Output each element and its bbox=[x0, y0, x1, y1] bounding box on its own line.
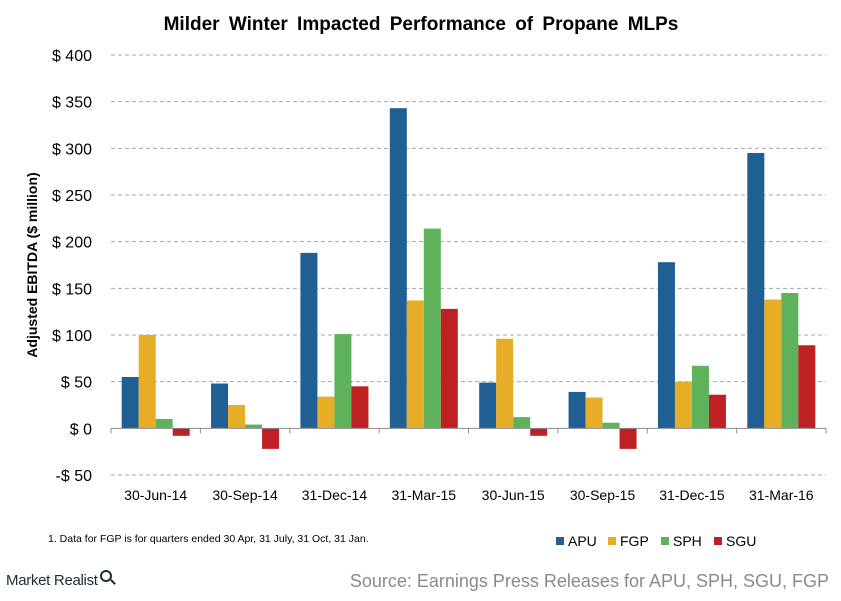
bar-sph-30-sep-15 bbox=[602, 422, 620, 429]
x-tick-label: 31-Dec-14 bbox=[302, 487, 368, 503]
y-tick-label: -$ 50 bbox=[56, 468, 93, 485]
y-axis-ticks: $ 400 $ 350 $ 300 $ 250 $ 200 $ 150 $ 100 $ 50 $… bbox=[52, 48, 92, 485]
x-tick-label: 31-Dec-15 bbox=[659, 487, 725, 503]
bar-fgp-31-dec-14 bbox=[317, 396, 335, 429]
chart-title: Milder Winter Impacted Performance of Pr… bbox=[164, 14, 679, 35]
bar-fgp-31-dec-15 bbox=[674, 381, 692, 429]
bar-sgu-30-jun-14 bbox=[172, 428, 190, 436]
x-tick-label: 30-Jun-14 bbox=[124, 487, 187, 503]
legend-label-fgp: FGP bbox=[620, 533, 649, 549]
bar-sph-31-dec-14 bbox=[334, 334, 352, 429]
bar-sph-31-mar-16 bbox=[781, 293, 799, 429]
bar-sgu-31-dec-15 bbox=[708, 394, 726, 429]
bar-fgp-30-sep-15 bbox=[585, 397, 603, 429]
bar-apu-30-jun-15 bbox=[479, 382, 497, 429]
bar-apu-31-mar-16 bbox=[747, 153, 765, 429]
y-tick-label: $ 400 bbox=[52, 48, 92, 65]
bar-apu-31-mar-15 bbox=[389, 108, 407, 429]
bar-sph-30-jun-15 bbox=[513, 417, 531, 429]
y-tick-label: $ 350 bbox=[52, 95, 92, 112]
legend-swatch-sph bbox=[661, 537, 669, 545]
bar-sgu-31-mar-15 bbox=[440, 308, 458, 429]
bar-fgp-31-mar-16 bbox=[764, 299, 782, 429]
legend-label-sph: SPH bbox=[673, 533, 702, 549]
legend-swatch-sgu bbox=[714, 537, 722, 545]
gridlines bbox=[111, 54, 826, 476]
y-tick-label: $ 250 bbox=[52, 188, 92, 205]
x-tick-label: 31-Mar-15 bbox=[392, 487, 457, 503]
bar-fgp-30-sep-14 bbox=[228, 405, 246, 429]
bar-sph-31-mar-15 bbox=[423, 228, 441, 429]
bar-sgu-30-sep-14 bbox=[262, 428, 280, 449]
x-axis bbox=[110, 427, 827, 434]
bar-sgu-30-sep-15 bbox=[619, 428, 637, 449]
bar-sgu-31-mar-16 bbox=[798, 345, 816, 429]
y-tick-label: $ 300 bbox=[52, 141, 92, 158]
y-tick-label: $ 0 bbox=[70, 421, 92, 438]
y-tick-label: $ 50 bbox=[61, 375, 92, 392]
bar-fgp-30-jun-15 bbox=[496, 338, 514, 429]
brand-logo: Market Realist bbox=[6, 570, 112, 589]
x-tick-label: 30-Sep-14 bbox=[212, 487, 278, 503]
footnote: 1. Data for FGP is for quarters ended 30… bbox=[48, 533, 369, 545]
legend-label-sgu: SGU bbox=[726, 533, 756, 549]
bar-sph-30-sep-14 bbox=[245, 424, 263, 429]
bar-sph-30-jun-14 bbox=[155, 419, 173, 429]
legend-swatch-apu bbox=[556, 537, 564, 545]
bars bbox=[121, 108, 816, 449]
bar-sgu-31-dec-14 bbox=[351, 386, 369, 429]
bar-fgp-31-mar-15 bbox=[406, 300, 424, 429]
bar-apu-30-sep-14 bbox=[211, 383, 229, 429]
bar-fgp-30-jun-14 bbox=[138, 335, 156, 429]
legend: APU FGP SPH SGU bbox=[556, 533, 756, 549]
legend-label-apu: APU bbox=[568, 533, 597, 549]
bar-apu-31-dec-14 bbox=[300, 252, 318, 429]
x-axis-ticks: 30-Jun-14 30-Sep-14 31-Dec-14 31-Mar-15 30-J… bbox=[124, 487, 814, 503]
bar-apu-30-sep-15 bbox=[568, 391, 586, 429]
brand-name: Market Realist bbox=[6, 572, 98, 589]
bar-sph-31-dec-15 bbox=[691, 365, 709, 429]
x-tick-label: 30-Jun-15 bbox=[482, 487, 545, 503]
bar-sgu-30-jun-15 bbox=[530, 428, 548, 436]
y-tick-label: $ 100 bbox=[52, 328, 92, 345]
y-tick-label: $ 200 bbox=[52, 235, 92, 252]
y-axis-label: Adjusted EBITDA ($ million) bbox=[24, 172, 40, 357]
legend-swatch-fgp bbox=[608, 537, 616, 545]
x-tick-label: 30-Sep-15 bbox=[570, 487, 636, 503]
source-note: Source: Earnings Press Releases for APU,… bbox=[349, 571, 829, 591]
y-tick-label: $ 150 bbox=[52, 281, 92, 298]
bar-apu-30-jun-14 bbox=[121, 377, 139, 429]
x-tick-label: 31-Mar-16 bbox=[749, 487, 814, 503]
magnifier-icon bbox=[99, 570, 112, 582]
bar-apu-31-dec-15 bbox=[657, 262, 675, 429]
